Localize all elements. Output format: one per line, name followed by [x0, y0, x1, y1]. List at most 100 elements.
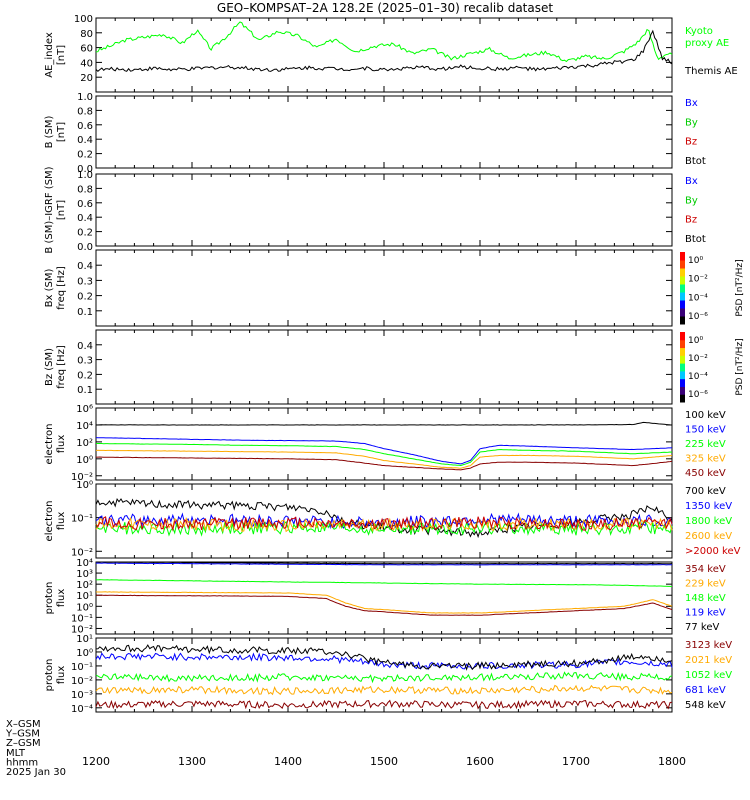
colorbar-tick: 10⁻² — [688, 354, 708, 364]
xaxis-row-label: MLT — [6, 748, 26, 759]
time-axis: 1200 1300 1400 1500 1600 1700 1800 X–GSMY–GSMZ–… — [5, 719, 686, 778]
legend-entry: 229 keV — [685, 579, 726, 590]
ytick-label: 10⁻¹ — [71, 662, 93, 673]
legend-entry: Bx — [685, 176, 698, 187]
ytick-label: 1.0 — [77, 92, 93, 103]
panel-frame — [95, 561, 673, 635]
panel-frame — [95, 95, 673, 169]
series-line — [95, 449, 673, 469]
ytick-label: 0.2 — [77, 370, 93, 381]
panel-6: 10⁻² 10⁰ 10² 10⁴ 10⁶ electron flux 100 keV 150 k… — [44, 404, 726, 483]
legend-entry: 119 keV — [685, 608, 726, 619]
panel-7: 10⁻² 10⁻¹ 10⁰ electron flux 700 keV 1350 keV 18… — [44, 480, 741, 559]
ytick-label: 0.3 — [77, 356, 93, 367]
legend-entry: 1800 keV — [685, 516, 732, 527]
xtick-label: 1400 — [274, 755, 302, 768]
colorbar-swatch — [680, 332, 685, 341]
colorbar-tick: 10⁻⁶ — [688, 312, 708, 322]
legend-entry: Kyoto — [685, 26, 713, 37]
colorbar-swatch — [680, 378, 685, 387]
ytick-label: 100 — [74, 14, 93, 25]
ytick-label: 10⁻² — [71, 624, 93, 635]
legend-entry: Themis AE — [684, 66, 738, 77]
series-line — [95, 562, 673, 566]
colorbar-swatch — [680, 370, 685, 380]
ytick-label: 10⁰ — [76, 602, 93, 613]
colorbar-label: PSD [nT²/Hz] — [735, 338, 745, 395]
colorbar-tick: 10⁻⁴ — [688, 293, 708, 303]
colorbar-swatch — [680, 276, 685, 285]
legend-entry: 548 keV — [685, 700, 726, 711]
legend-entry: Btot — [685, 234, 706, 245]
ylabel: Bz (SM) — [44, 348, 55, 386]
ytick-label: 0.4 — [77, 341, 93, 352]
legend-entry: Bx — [685, 98, 698, 109]
xaxis-row-label: hhmm — [6, 757, 38, 768]
legend-entry: 150 keV — [685, 425, 726, 436]
series-line — [95, 437, 673, 465]
panel-3: 0.0 0.2 0.4 0.6 0.8 1.0 B (SM)–IGRF (SM) [nT] Bx… — [44, 166, 706, 253]
ytick-label: 0.2 — [77, 150, 93, 161]
legend-entry: 225 keV — [685, 439, 726, 450]
series-line — [95, 456, 673, 471]
ytick-label: 0.1 — [77, 385, 93, 396]
xtick-label: 1500 — [370, 755, 398, 768]
ytick-label: 0.1 — [77, 307, 93, 318]
ytick-label: 10⁻¹ — [71, 514, 93, 525]
legend-entry: Btot — [685, 156, 706, 167]
colorbar-swatch — [680, 347, 685, 356]
colorbar-swatch — [680, 394, 685, 403]
ytick-label: 0.6 — [77, 199, 93, 210]
panel-5: 0.1 0.2 0.3 0.4 Bz (SM) freq [Hz] 10⁰10⁻²10⁻⁴1… — [44, 329, 745, 405]
ytick-label: 10⁰ — [76, 648, 93, 659]
ytick-label: 0.2 — [77, 228, 93, 239]
series-line — [95, 29, 673, 72]
series-line — [96, 443, 673, 467]
xtick-label: 1700 — [562, 755, 590, 768]
ytick-label: 10⁻² — [71, 676, 93, 687]
colorbar-swatch — [680, 284, 685, 293]
series-line — [95, 699, 673, 710]
ytick-label: 10⁻² — [71, 547, 93, 558]
legend-entry: 450 keV — [685, 468, 726, 479]
ylabel: [nT] — [56, 200, 67, 220]
colorbar: 10⁰ 10⁻² 10⁻⁴ 10⁻⁶ PSD [nT²/Hz] — [680, 332, 745, 403]
legend-entry: By — [685, 117, 698, 128]
xtick-label: 1300 — [178, 755, 206, 768]
series-line — [95, 579, 673, 587]
colorbar-swatch — [680, 252, 685, 261]
ylabel: freq [Hz] — [56, 266, 67, 310]
ytick-label: 0.3 — [77, 276, 93, 287]
ylabel: electron — [44, 501, 55, 542]
legend-entry: 1052 keV — [685, 670, 732, 681]
series-line — [95, 644, 673, 671]
legend-entry: By — [685, 195, 698, 206]
ylabel: flux — [56, 589, 67, 608]
ytick-label: 40 — [80, 58, 93, 69]
series-line — [96, 421, 673, 426]
ytick-label: 10⁻³ — [71, 690, 93, 701]
legend-entry: 2021 keV — [685, 655, 732, 666]
ytick-label: 0.8 — [77, 106, 93, 117]
series-line — [95, 684, 673, 696]
ylabel: proton — [44, 659, 55, 692]
ylabel: flux — [56, 512, 67, 531]
panel-frame — [95, 173, 673, 247]
legend-entry: 148 keV — [685, 593, 726, 604]
ylabel: freq [Hz] — [56, 345, 67, 389]
series-line — [95, 497, 673, 539]
panel-frame — [95, 329, 673, 405]
xtick-label: 1600 — [466, 755, 494, 768]
plot-title: GEO–KOMPSAT–2A 128.2E (2025–01–30) recal… — [217, 1, 553, 15]
xtick-label: 1200 — [82, 755, 110, 768]
series-line — [95, 652, 673, 671]
ytick-label: 0.4 — [77, 261, 93, 272]
ytick-label: 10¹ — [76, 634, 93, 645]
xaxis-row-label: Z–GSM — [6, 738, 41, 749]
xtick-label: 1800 — [658, 755, 686, 768]
ylabel: AE_index — [44, 32, 55, 78]
ytick-label: 10⁻² — [71, 472, 93, 483]
xaxis-row-label: Y–GSM — [5, 729, 40, 740]
ylabel: electron — [44, 424, 55, 465]
